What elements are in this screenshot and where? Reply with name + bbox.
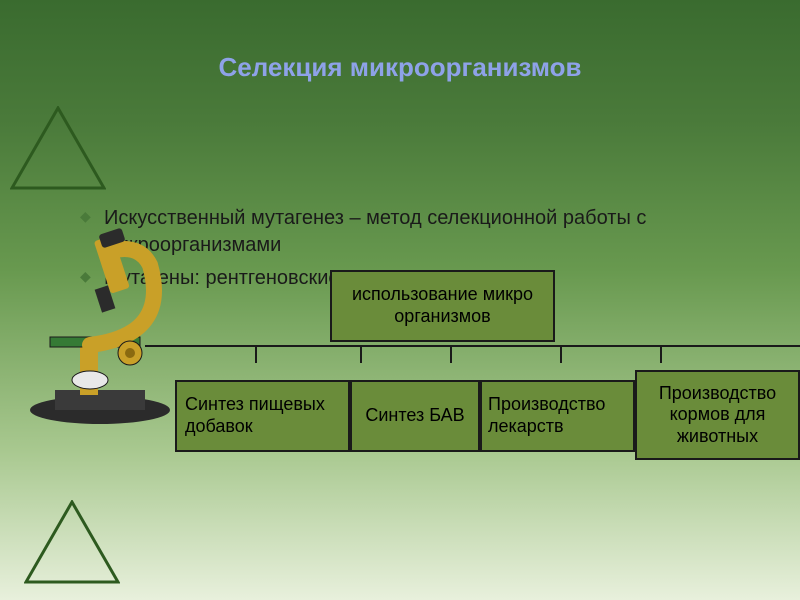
diagram-leaf-box: Производство лекарств bbox=[480, 380, 635, 452]
root-box-line2: организмов bbox=[394, 306, 490, 328]
leaf-box-line1: Производство bbox=[659, 383, 776, 405]
diagram-hline bbox=[145, 345, 800, 347]
root-box-line1: использование микро bbox=[352, 284, 533, 306]
leaf-box-line1: Производство bbox=[488, 394, 605, 416]
leaf-box-line2: добавок bbox=[185, 416, 253, 438]
leaf-box-line2: лекарств bbox=[488, 416, 564, 438]
leaf-box-line3: животных bbox=[677, 426, 758, 448]
decorative-triangle-top bbox=[10, 106, 106, 190]
decorative-triangle-bottom bbox=[24, 500, 120, 584]
diagram-root-box: использование микро организмов bbox=[330, 270, 555, 342]
leaf-box-line2: кормов для bbox=[670, 404, 766, 426]
diagram-leaf-box: Синтез БАВ bbox=[350, 380, 480, 452]
leaf-box-line1: Синтез пищевых bbox=[185, 394, 325, 416]
diagram-leaf-box: Производство кормов для животных bbox=[635, 370, 800, 460]
diagram-leaf-box: Синтез пищевых добавок bbox=[175, 380, 350, 452]
page-title: Селекция микроорганизмов bbox=[0, 52, 800, 83]
title-text: Селекция микроорганизмов bbox=[218, 52, 581, 82]
microscope-icon bbox=[20, 225, 190, 425]
diagram-tick bbox=[360, 345, 362, 363]
diagram-tick bbox=[255, 345, 257, 363]
leaf-box-line1: Синтез БАВ bbox=[365, 405, 464, 427]
diagram-tick bbox=[560, 345, 562, 363]
diagram-tick bbox=[450, 345, 452, 363]
diagram-tick bbox=[660, 345, 662, 363]
